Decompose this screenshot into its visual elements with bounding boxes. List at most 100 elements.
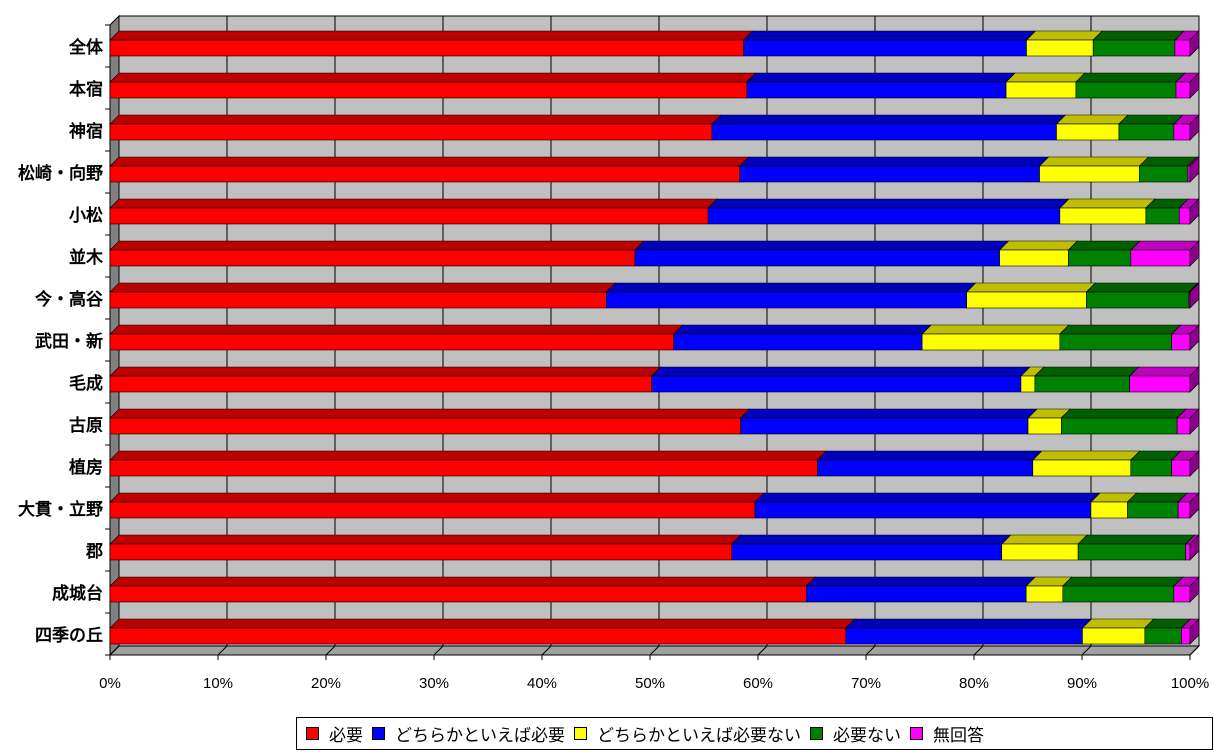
bar-segment	[1001, 534, 1088, 561]
bar-face	[109, 459, 818, 477]
bar-face	[1032, 459, 1132, 477]
floor-gridline	[757, 645, 768, 656]
bar-segment	[1005, 72, 1086, 99]
bar-segment	[109, 492, 765, 519]
bar-segment	[109, 114, 722, 141]
bar-segment	[731, 534, 1012, 561]
category-label: 全体	[68, 37, 104, 58]
x-tick-label: 20%	[311, 675, 341, 692]
bar-end	[1189, 492, 1200, 519]
legend-label: 必要	[329, 726, 363, 746]
bar-top	[109, 450, 828, 461]
bar-segment	[109, 534, 742, 561]
bar-face	[743, 39, 1027, 57]
bar-face	[739, 165, 1040, 183]
bar-segment	[672, 324, 932, 351]
bar-face	[740, 417, 1029, 435]
bar-segment	[605, 282, 977, 309]
bar-segment	[1025, 30, 1103, 57]
x-tick-label: 80%	[959, 675, 989, 692]
bar-segment	[746, 72, 1016, 99]
bar-top	[109, 282, 617, 293]
bar-top	[109, 408, 751, 419]
bar-top	[965, 282, 1097, 293]
bar-face	[966, 291, 1087, 309]
bar-top	[1038, 156, 1150, 167]
bar-face	[1086, 291, 1190, 309]
bar-top	[739, 408, 1038, 419]
bar-end	[1189, 198, 1200, 225]
bar-segment	[109, 282, 617, 309]
bar-top	[711, 114, 1067, 125]
bar-segment	[1034, 366, 1140, 393]
bar-segment	[1092, 30, 1185, 57]
bar-end	[1189, 618, 1200, 645]
bar-top	[109, 618, 856, 629]
bar-face	[109, 165, 741, 183]
bar-segment	[1059, 324, 1182, 351]
bar-face	[1039, 165, 1140, 183]
bar-face	[651, 375, 1022, 393]
bar-segment	[816, 450, 1043, 477]
bar-top	[1130, 240, 1200, 251]
bar-segment	[1062, 576, 1184, 603]
bar-end	[1189, 534, 1200, 561]
bar-top	[739, 156, 1050, 167]
bar-top	[1118, 114, 1184, 125]
category-label: 郡	[85, 542, 103, 562]
bar-face	[109, 501, 756, 519]
bar-face	[109, 39, 744, 57]
bar-face	[1130, 249, 1191, 267]
legend-swatch	[306, 727, 319, 740]
x-tick-label: 100%	[1171, 675, 1209, 692]
bar-face	[1020, 375, 1036, 393]
floor-gridline	[865, 645, 876, 656]
bar-face	[1092, 39, 1176, 57]
x-tick-label: 60%	[743, 675, 773, 692]
x-tick-label: 0%	[99, 675, 121, 692]
bar-end	[1189, 450, 1200, 477]
category-label: 古原	[69, 415, 103, 436]
bar-top	[109, 324, 684, 335]
legend-label: どちらかといえば必要ない	[597, 726, 801, 746]
bar-face	[1062, 585, 1175, 603]
x-tick-label: 50%	[635, 675, 665, 692]
bar-face	[817, 459, 1034, 477]
bar-segment	[1126, 492, 1188, 519]
bar-segment	[1184, 534, 1200, 561]
x-tick-label: 70%	[851, 675, 881, 692]
bar-segment	[1173, 114, 1200, 141]
bar-segment	[1130, 240, 1200, 267]
bar-segment	[845, 618, 1093, 645]
bar-segment	[1055, 114, 1129, 141]
floor-gridline	[649, 645, 660, 656]
bar-segment	[1059, 198, 1156, 225]
bar-top	[845, 618, 1093, 629]
bar-segment	[965, 282, 1097, 309]
bar-face	[109, 123, 713, 141]
legend-item: 必要ない	[810, 721, 901, 746]
bar-segment	[1176, 408, 1200, 435]
bar-top	[109, 198, 718, 209]
bar-face	[1059, 333, 1173, 351]
bar-end	[1189, 324, 1200, 351]
legend-label: 必要ない	[833, 726, 901, 746]
bar-top	[1081, 618, 1155, 629]
bar-top	[109, 534, 742, 545]
category-label: 大貫・立野	[18, 499, 103, 520]
bar-face	[1176, 417, 1191, 435]
bar-segment	[742, 30, 1037, 57]
bar-face	[746, 81, 1007, 99]
bar-segment	[109, 72, 757, 99]
bar-top	[605, 282, 977, 293]
bar-top	[1062, 576, 1184, 587]
category-label: 四季の丘	[35, 625, 103, 646]
bar-face	[1026, 39, 1094, 57]
bar-top	[1034, 366, 1140, 377]
category-label: 武田・新	[35, 331, 103, 352]
bar-end	[1189, 576, 1200, 603]
category-label: 本宿	[69, 79, 103, 100]
bar-face	[1178, 207, 1191, 225]
bar-end	[1189, 408, 1200, 435]
bar-face	[1059, 207, 1147, 225]
